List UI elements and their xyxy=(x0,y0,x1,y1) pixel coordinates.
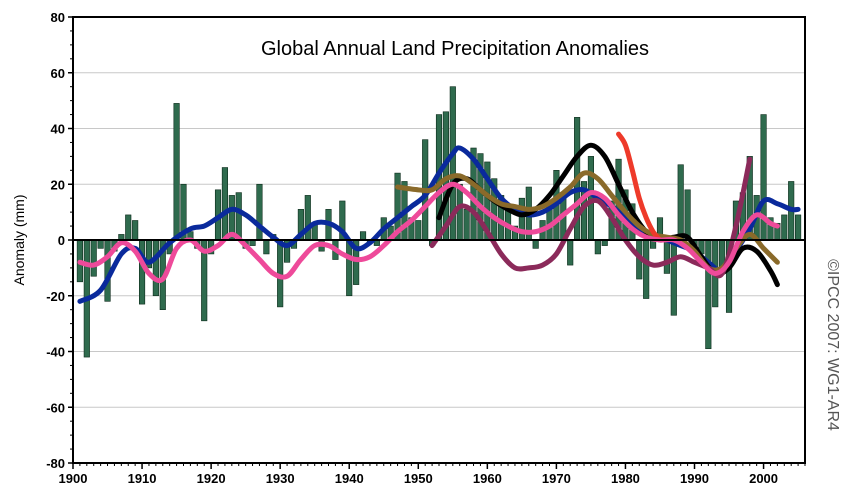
bar xyxy=(456,183,463,241)
x-tick-label: 1930 xyxy=(266,471,295,486)
copyright-credit: ©IPCC 2007: WG1-AR4 xyxy=(824,259,841,431)
y-tick-label: -80 xyxy=(46,456,65,471)
bar xyxy=(359,231,367,241)
x-tick-label: 1920 xyxy=(197,471,226,486)
bar xyxy=(684,189,691,241)
x-tick-label: 1950 xyxy=(404,471,433,486)
y-tick-label: 20 xyxy=(51,177,65,192)
y-tick-label: 60 xyxy=(51,66,65,81)
bar xyxy=(132,220,139,241)
y-tick-label: -20 xyxy=(46,289,65,304)
y-tick-label: -40 xyxy=(46,345,65,360)
bar xyxy=(263,239,270,255)
y-tick-label: -60 xyxy=(46,400,65,415)
bar xyxy=(256,183,263,241)
bar xyxy=(235,192,242,241)
bar xyxy=(670,239,677,316)
y-tick-label: 40 xyxy=(51,122,65,137)
y-axis-label: Anomaly (mm) xyxy=(11,194,27,285)
x-tick-label: 1970 xyxy=(542,471,571,486)
bar xyxy=(795,214,802,241)
x-tick-label: 1940 xyxy=(335,471,364,486)
bar xyxy=(221,167,228,241)
bar xyxy=(173,103,180,241)
bar xyxy=(125,214,132,241)
x-tick-label: 1960 xyxy=(473,471,502,486)
series-line xyxy=(616,131,663,243)
bar xyxy=(594,239,601,255)
bar xyxy=(677,164,684,241)
bar xyxy=(90,239,97,277)
y-tick-label: 80 xyxy=(51,10,65,25)
y-axis-ticks: -80 -60 -40 -20 0 20 40 60 80 xyxy=(46,10,73,471)
y-tick-label: 0 xyxy=(58,233,65,248)
x-tick-label: 2000 xyxy=(749,471,778,486)
x-tick-label: 1910 xyxy=(128,471,157,486)
x-tick-label: 1900 xyxy=(59,471,88,486)
bar xyxy=(705,239,712,350)
chart-title: Global Annual Land Precipitation Anomali… xyxy=(261,38,649,60)
bar xyxy=(463,209,470,241)
bar-series xyxy=(76,86,802,358)
bar xyxy=(152,239,159,297)
bar xyxy=(781,214,788,241)
x-tick-label: 1980 xyxy=(611,471,640,486)
bar xyxy=(532,239,539,249)
bar xyxy=(663,239,670,274)
x-axis-ticks: 1900 1910 1920 1930 1940 1950 1960 1970 1980 1990… xyxy=(59,463,806,486)
bar xyxy=(346,239,353,297)
bar xyxy=(415,220,422,241)
bar xyxy=(567,239,574,266)
series-line xyxy=(429,156,753,279)
bar xyxy=(97,239,104,249)
series-line xyxy=(395,170,780,273)
x-tick-label: 1990 xyxy=(680,471,709,486)
bar xyxy=(643,239,650,299)
